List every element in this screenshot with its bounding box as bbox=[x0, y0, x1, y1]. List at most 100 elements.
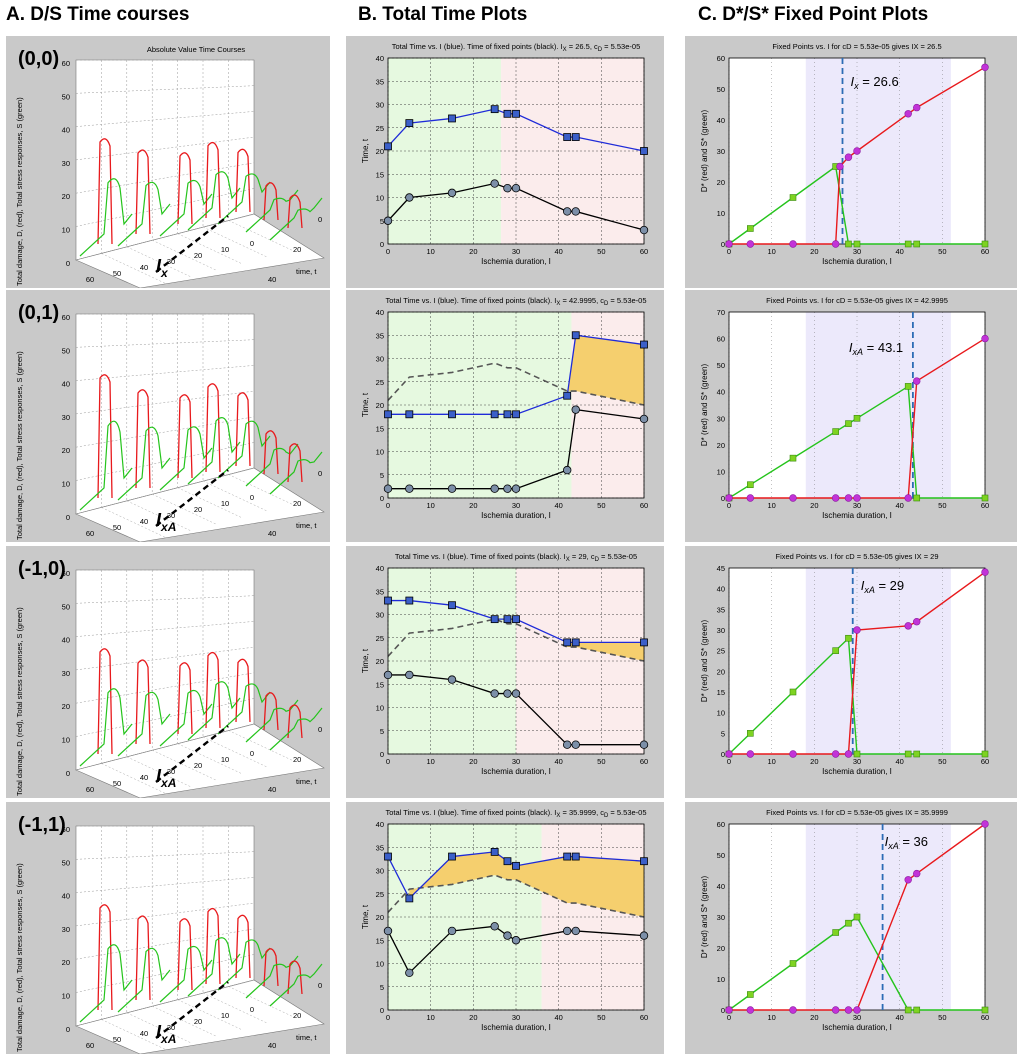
fixed-point-time-point bbox=[490, 922, 499, 931]
damage-fixed-point bbox=[789, 240, 797, 248]
panel-c-annotation: IxA = 43.1 bbox=[849, 340, 903, 357]
stress-fixed-point bbox=[845, 240, 852, 248]
panel-b-y-tick: 10 bbox=[376, 704, 384, 713]
damage-curve bbox=[135, 915, 151, 1001]
damage-curve bbox=[263, 430, 279, 475]
row-label: (0,0) bbox=[18, 48, 60, 70]
damage-fixed-point bbox=[831, 1006, 840, 1014]
panel-b-y-tick: 35 bbox=[376, 587, 384, 596]
row-label: (-1,1) bbox=[18, 814, 66, 836]
stress-curve bbox=[117, 426, 171, 501]
panel-b-y-tick: 15 bbox=[376, 680, 384, 689]
fixed-point-time-point bbox=[503, 689, 512, 698]
panel-b-x-tick: 50 bbox=[597, 247, 605, 256]
panel-c-y-tick: 20 bbox=[717, 441, 725, 450]
panel-c-x-tick: 60 bbox=[981, 1013, 989, 1022]
damage-fixed-point bbox=[831, 240, 840, 248]
panel-c-y-label: D* (red) and S* (green) bbox=[700, 620, 709, 703]
damage-curve bbox=[235, 658, 251, 723]
damage-curve bbox=[177, 152, 193, 225]
damage-fixed-point bbox=[981, 568, 989, 576]
panel-a-z-tick: 10 bbox=[62, 480, 70, 489]
total-time-point bbox=[563, 638, 572, 647]
panel-a-z-tick: 40 bbox=[62, 380, 70, 389]
panel-a-annotation: IxA bbox=[156, 1022, 176, 1046]
panel-c-x-tick: 10 bbox=[767, 1013, 775, 1022]
panel-a-y-tick: 40 bbox=[268, 529, 276, 538]
stress-curve bbox=[245, 189, 299, 233]
stress-fixed-point bbox=[832, 929, 839, 936]
stress-fixed-point bbox=[904, 240, 912, 248]
panel-b-title: Total Time vs. I (blue). Time of fixed p… bbox=[386, 808, 647, 819]
fixed-point-time-point bbox=[639, 740, 649, 749]
panel-a-time-courses: Absolute Value Time Courses 60 50 40 30 20 10 0… bbox=[6, 36, 330, 288]
panel-c-y-tick: 40 bbox=[717, 388, 725, 397]
total-time-point bbox=[512, 615, 520, 624]
total-time-point bbox=[384, 596, 392, 605]
stress-curve bbox=[159, 426, 213, 491]
fixed-point-time-point bbox=[571, 405, 580, 414]
panel-c-x-tick: 40 bbox=[895, 1013, 903, 1022]
stress-curve bbox=[217, 939, 271, 991]
panel-b-y-tick: 0 bbox=[380, 494, 384, 503]
panel-c-y-label: D* (red) and S* (green) bbox=[700, 876, 709, 959]
panel-a-z-tick: 30 bbox=[62, 669, 70, 678]
panel-c-y-tick: 35 bbox=[717, 605, 725, 614]
damage-fixed-point bbox=[746, 750, 755, 758]
panel-b-x-tick: 0 bbox=[386, 501, 390, 510]
panel-c-y-tick: 0 bbox=[721, 1006, 725, 1015]
total-time-point bbox=[384, 852, 392, 861]
stress-fixed-point bbox=[832, 428, 839, 435]
panel-a-z-tick: 50 bbox=[62, 346, 70, 355]
panel-a-z-tick: 50 bbox=[62, 602, 70, 611]
panel-a-x-tick: 40 bbox=[140, 1029, 148, 1038]
panel-a-x-tick: 30 bbox=[167, 1023, 175, 1032]
region-below-threshold bbox=[388, 312, 572, 498]
damage-curve bbox=[97, 374, 113, 499]
panel-b-total-time: Total Time vs. I (blue). Time of fixed p… bbox=[346, 36, 664, 288]
panel-c-y-tick: 0 bbox=[721, 750, 725, 759]
damage-curve bbox=[177, 918, 193, 991]
panel-c-y-tick: 25 bbox=[717, 647, 725, 656]
panel-b-x-tick: 40 bbox=[554, 247, 562, 256]
panel-a-threshold-line bbox=[155, 469, 229, 527]
stress-fixed-point bbox=[789, 960, 797, 967]
panel-b-x-tick: 50 bbox=[597, 501, 605, 510]
panel-b-x-tick: 60 bbox=[640, 501, 648, 510]
plot-frame bbox=[387, 823, 645, 1011]
damage-fixed-point bbox=[981, 63, 989, 71]
panel-a-x-tick: 20 bbox=[194, 505, 202, 514]
panel-b-y-tick: 5 bbox=[380, 727, 384, 736]
damage-curve bbox=[287, 443, 303, 483]
damage-curve bbox=[287, 960, 303, 995]
panel-c-y-tick: 50 bbox=[717, 85, 725, 94]
panel-b-x-tick: 0 bbox=[386, 757, 390, 766]
column-header-b: B. Total Time Plots bbox=[358, 4, 528, 25]
panel-a-curves bbox=[79, 138, 323, 257]
panel-b-x-tick: 0 bbox=[386, 1013, 390, 1022]
fixed-point-time-point bbox=[503, 183, 512, 193]
damage-fixed-point bbox=[746, 1006, 755, 1014]
stress-fixed-point bbox=[845, 919, 852, 927]
stress-curve bbox=[245, 443, 299, 487]
damage-fixed-point bbox=[904, 110, 912, 118]
fixed-point-time-point bbox=[447, 926, 457, 936]
panel-a-x-tick: 10 bbox=[221, 755, 229, 764]
panel-b-title: Total Time vs. I (blue). Time of fixed p… bbox=[392, 42, 640, 53]
row-label: (-1,0) bbox=[18, 558, 66, 580]
fixed-point-time-point bbox=[562, 740, 572, 749]
panel-b-x-label: Ischemia duration, I bbox=[481, 257, 551, 266]
panel-b-x-tick: 60 bbox=[640, 1013, 648, 1022]
damage-fixed-point bbox=[853, 147, 861, 155]
panel-c-x-label: Ischemia duration, I bbox=[822, 257, 892, 266]
reference-dashed-line bbox=[387, 874, 645, 918]
stress-fixed-point bbox=[789, 688, 797, 696]
panel-b-y-tick: 5 bbox=[380, 471, 384, 480]
damage-curve bbox=[235, 148, 251, 213]
panel-a-x-tick: 60 bbox=[86, 1041, 94, 1050]
panel-c-x-tick: 20 bbox=[810, 247, 818, 256]
panel-b-y-tick: 35 bbox=[376, 843, 384, 852]
panel-a-y-tick: 20 bbox=[293, 245, 301, 254]
stress-curve bbox=[117, 691, 171, 757]
stress-fixed-point bbox=[913, 1006, 921, 1014]
